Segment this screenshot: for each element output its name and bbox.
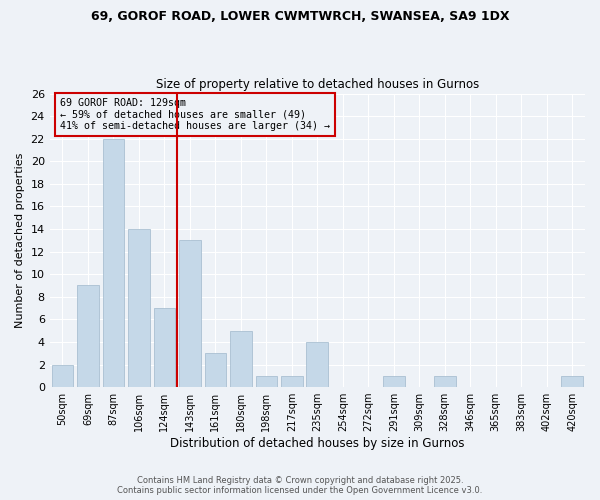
Bar [256, 376, 277, 387]
Bar [52, 364, 73, 387]
Text: Contains HM Land Registry data © Crown copyright and database right 2025.
Contai: Contains HM Land Registry data © Crown c… [118, 476, 482, 495]
Bar [103, 138, 124, 387]
Bar [179, 240, 201, 387]
Bar [383, 376, 404, 387]
Text: 69 GOROF ROAD: 129sqm
← 59% of detached houses are smaller (49)
41% of semi-deta: 69 GOROF ROAD: 129sqm ← 59% of detached … [61, 98, 331, 131]
Bar [281, 376, 302, 387]
X-axis label: Distribution of detached houses by size in Gurnos: Distribution of detached houses by size … [170, 437, 464, 450]
Bar [205, 353, 226, 387]
Y-axis label: Number of detached properties: Number of detached properties [15, 152, 25, 328]
Bar [307, 342, 328, 387]
Text: 69, GOROF ROAD, LOWER CWMTWRCH, SWANSEA, SA9 1DX: 69, GOROF ROAD, LOWER CWMTWRCH, SWANSEA,… [91, 10, 509, 23]
Bar [434, 376, 455, 387]
Bar [154, 308, 175, 387]
Bar [77, 286, 99, 387]
Title: Size of property relative to detached houses in Gurnos: Size of property relative to detached ho… [156, 78, 479, 91]
Bar [128, 229, 150, 387]
Bar [562, 376, 583, 387]
Bar [230, 330, 251, 387]
